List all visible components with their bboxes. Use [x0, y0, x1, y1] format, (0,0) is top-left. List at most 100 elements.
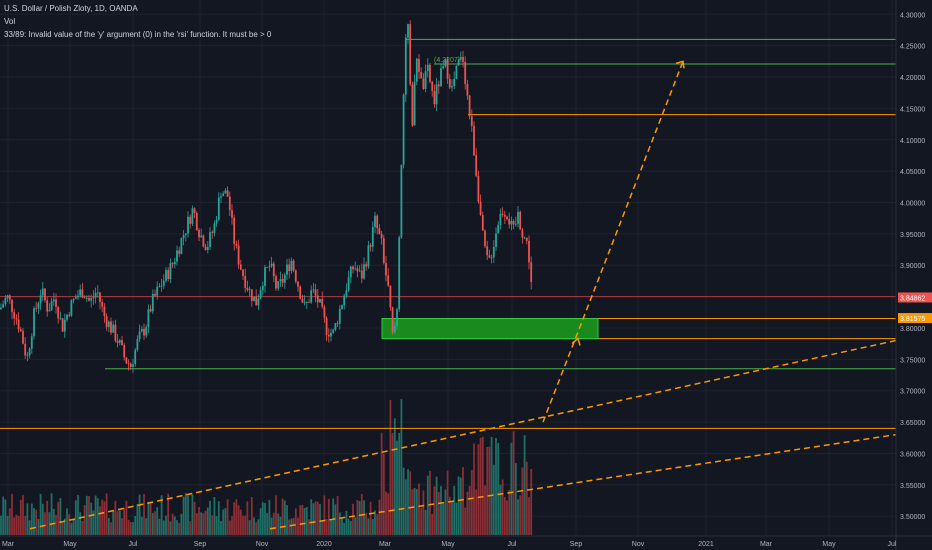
candle-body [477, 175, 480, 202]
trendlines[interactable] [29, 60, 897, 530]
candle-body [266, 267, 269, 268]
support-zone-rect[interactable] [381, 318, 599, 340]
candle-body [400, 164, 403, 238]
candle-body [92, 297, 95, 299]
volume-bar [316, 501, 319, 535]
volume-bar [319, 503, 321, 535]
candle-body [209, 232, 211, 248]
volume-bar [85, 495, 88, 535]
price-axis[interactable]: 4.30000 4.25000 4.20000 4.15000 4.10000 4.050… [895, 0, 932, 550]
price-tick-label: 3.75000 [900, 357, 925, 364]
level-price-label: (4.2207) [434, 57, 460, 64]
volume-bar [162, 520, 165, 535]
candle-body [297, 281, 299, 287]
volume-bar [268, 499, 271, 535]
candle-body [299, 286, 302, 299]
time-tick-label: Jul [129, 541, 138, 548]
candle-body [162, 280, 165, 286]
volume-bar [184, 493, 187, 535]
candle-body [134, 349, 137, 365]
candle-body [343, 295, 346, 306]
candle-body [272, 263, 275, 277]
volume-bar [189, 521, 192, 535]
candle-body [103, 306, 106, 317]
volume-bar [506, 500, 508, 535]
candle-body [191, 208, 194, 224]
candle-body [105, 316, 108, 328]
candle-body [261, 285, 264, 291]
candle-body [70, 300, 73, 316]
volume-bar [426, 475, 429, 535]
candle-body [189, 216, 192, 224]
price-tick-label: 4.25000 [900, 44, 925, 51]
candle-body [211, 232, 214, 234]
candle-body [264, 267, 266, 286]
candle-body [59, 318, 62, 320]
volume-bar [0, 515, 2, 535]
volume-bar [195, 513, 198, 535]
price-tick-label: 3.70000 [900, 389, 925, 396]
candle-body [72, 298, 75, 301]
candle-body [286, 264, 288, 275]
volume-bar [508, 489, 511, 535]
volume-bar [492, 464, 495, 535]
candle-body [448, 78, 451, 88]
volume-bar [149, 501, 152, 535]
candle-body [517, 211, 519, 224]
candle-body [398, 237, 401, 310]
candle-body [118, 340, 121, 343]
vol-indicator-label[interactable]: Vol [4, 17, 16, 26]
time-tick-label: 2021 [698, 541, 714, 548]
volume-bar [255, 522, 258, 535]
candle-body [294, 270, 297, 282]
time-tick-label: May [63, 541, 77, 548]
candle-body [52, 299, 55, 302]
volume-bar [519, 495, 522, 535]
volume-bar [4, 499, 7, 535]
candle-body [402, 94, 405, 165]
trendline-upper[interactable] [29, 339, 897, 530]
volume-bar [182, 496, 185, 535]
volume-bar [371, 518, 374, 535]
support-zone[interactable] [381, 318, 599, 340]
volume-bar [140, 516, 143, 535]
candle-body [22, 330, 24, 344]
candle-body [501, 213, 504, 215]
candle-body [374, 215, 376, 227]
volume-bar [312, 503, 315, 535]
volume-bar [180, 513, 183, 535]
projection-arrow-line[interactable] [542, 61, 684, 423]
volume-bar [151, 512, 154, 535]
candle-body [4, 298, 7, 305]
volume-bar [431, 514, 434, 535]
volume-bar [237, 505, 240, 535]
volume-bar [435, 476, 438, 535]
time-axis[interactable]: Mar May Jul Sep Nov 2020 Mar May Jul Sep Nov 2021 Ma… [0, 535, 932, 548]
volume-bar [145, 518, 148, 535]
candle-body [499, 213, 502, 225]
volume-bar [167, 493, 170, 535]
volume-bar [24, 515, 27, 535]
volume-bar [451, 502, 453, 535]
candle-body [224, 190, 227, 194]
volume-bar [479, 437, 482, 535]
time-tick-label: Mar [379, 541, 392, 548]
volume-bar [310, 499, 313, 535]
candle-body [35, 308, 38, 310]
candle-body [479, 201, 482, 216]
trendline-lower[interactable] [269, 433, 897, 530]
volume-bar [94, 495, 97, 535]
candle-body [0, 307, 2, 310]
candle-body [77, 295, 79, 298]
candle-body [68, 314, 71, 316]
candle-body [429, 64, 431, 82]
volume-bar [112, 511, 115, 535]
volume-bar [19, 499, 22, 535]
volume-bar [202, 513, 205, 535]
projection-arrowhead-mid [571, 337, 581, 346]
volume-bar [380, 432, 383, 535]
volume-bar [6, 515, 9, 535]
candle-body [378, 228, 381, 234]
candle-body [178, 250, 181, 254]
